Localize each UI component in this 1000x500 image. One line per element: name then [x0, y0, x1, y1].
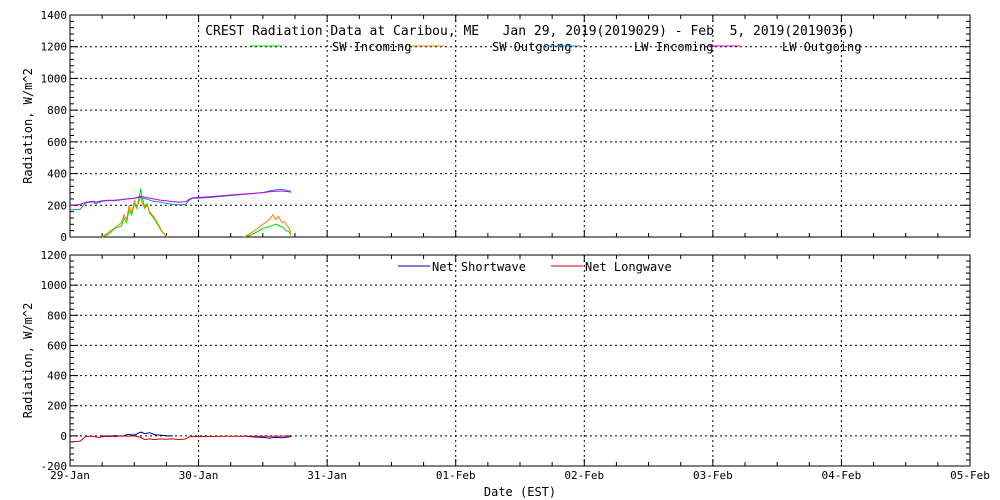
x-tick-label: 29-Jan: [50, 469, 90, 482]
series-line-sw-outgoing: [101, 195, 168, 238]
y-tick-label: 1000: [41, 279, 68, 292]
y-tick-label: 800: [47, 309, 67, 322]
series-line-sw-outgoing: [243, 213, 292, 238]
legend-label: Net Shortwave: [432, 260, 526, 274]
y-tick-label: 0: [60, 430, 67, 443]
x-axis-label: Date (EST): [484, 485, 556, 499]
series-line-net-longwave: [69, 435, 292, 443]
legend-label: LW Incoming: [634, 40, 713, 54]
y-axis-label: Radiation, W/m^2: [21, 303, 35, 419]
y-tick-label: 1200: [41, 249, 68, 262]
y-axis-label: Radiation, W/m^2: [21, 68, 35, 184]
x-tick-label: 05-Feb: [950, 469, 990, 482]
x-tick-label: 31-Jan: [307, 469, 347, 482]
top-panel: 0 200 400 600 800 1000 1200 1400 Radiation, W/m^…: [21, 9, 971, 244]
x-tick-label: 30-Jan: [179, 469, 219, 482]
chart-title: CREST Radiation Data at Caribou, ME Jan …: [205, 24, 855, 39]
series-line-lw-outgoing: [69, 190, 292, 206]
y-tick-label: 1400: [41, 9, 68, 22]
x-tick-label: 03-Feb: [693, 469, 733, 482]
y-tick-label: 200: [47, 400, 67, 413]
y-tick-label: 200: [47, 199, 67, 212]
legend-label: LW Outgoing: [782, 40, 861, 54]
y-tick-label: 400: [47, 168, 67, 181]
legend-label: Net Longwave: [585, 260, 672, 274]
y-tick-label: 600: [47, 136, 67, 149]
plot-frame: [69, 254, 971, 467]
y-tick-label: 400: [47, 370, 67, 383]
y-tick-label: 1200: [41, 41, 68, 54]
x-tick-label: 04-Feb: [822, 469, 862, 482]
y-tick-label: -200: [41, 460, 68, 473]
y-tick-label: 600: [47, 339, 67, 352]
legend-label: SW Outgoing: [492, 40, 571, 54]
legend-label: SW Incoming: [332, 40, 411, 54]
series-line-sw-incoming: [101, 188, 168, 238]
y-tick-label: 800: [47, 104, 67, 117]
bottom-panel: 29-Jan 30-Jan 31-Jan 01-Feb 02-Feb 03-Feb 04-F…: [21, 249, 990, 482]
series-line-sw-incoming: [243, 223, 292, 238]
series-line-net-shortwave: [102, 431, 173, 438]
y-tick-label: 0: [60, 231, 67, 244]
x-tick-label: 02-Feb: [564, 469, 604, 482]
x-tick-label: 01-Feb: [436, 469, 476, 482]
y-tick-label: 1000: [41, 72, 68, 85]
